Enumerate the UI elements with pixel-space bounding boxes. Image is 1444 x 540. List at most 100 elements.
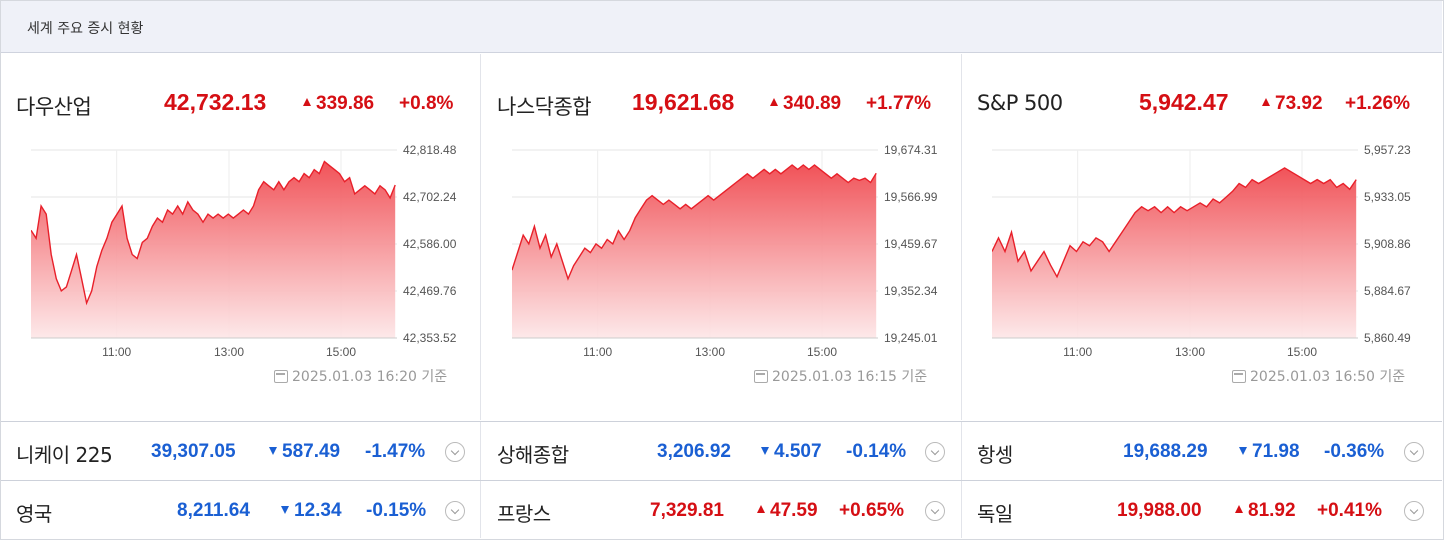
market-cell-uk[interactable]: 영국 8,211.64 12.34 -0.15%: [1, 481, 481, 538]
x-tick-label: 15:00: [326, 345, 356, 359]
market-percent: +0.65%: [839, 500, 904, 521]
index-change: 339.86: [303, 93, 374, 115]
market-name: 프랑스: [497, 502, 551, 526]
y-tick-label: 42,818.48: [403, 144, 457, 157]
market-value: 7,329.81: [650, 500, 724, 521]
index-chart: 19,674.31 19,566.99 19,459.67 19,352.34 19,2…: [512, 144, 952, 374]
up-arrow-icon: [757, 505, 765, 513]
up-arrow-icon: [303, 98, 311, 106]
y-tick-label: 19,566.99: [884, 190, 938, 204]
x-tick-label: 13:00: [1175, 345, 1205, 359]
market-name: 영국: [16, 502, 52, 526]
y-tick-label: 5,884.67: [1364, 284, 1411, 298]
timestamp: 2025.01.03 16:20 기준: [274, 366, 447, 386]
y-tick-label: 42,469.76: [403, 284, 457, 298]
x-tick-label: 15:00: [1287, 345, 1317, 359]
index-panel-nasdaq[interactable]: 나스닥종합 19,621.68 340.89 +1.77% 19,674.31 1…: [482, 54, 962, 420]
up-arrow-icon: [1235, 505, 1243, 513]
area-fill: [31, 161, 396, 338]
down-arrow-icon: [761, 447, 769, 455]
market-change: 71.98: [1239, 441, 1300, 463]
down-arrow-icon: [269, 447, 277, 455]
market-change: 587.49: [269, 441, 340, 463]
market-value: 8,211.64: [177, 500, 250, 521]
index-chart: 42,818.48 42,702.24 42,586.00 42,469.76 42,3…: [31, 144, 471, 374]
timestamp: 2025.01.03 16:50 기준: [1232, 366, 1405, 386]
index-chart: 5,957.23 5,933.05 5,908.86 5,884.67 5,860.49…: [992, 144, 1432, 374]
index-name: 다우산업: [16, 95, 92, 119]
down-arrow-icon: [281, 506, 289, 514]
widget-header: 세계 주요 증시 현황: [1, 1, 1442, 53]
index-percent: +1.77%: [866, 93, 931, 114]
x-tick-label: 11:00: [102, 345, 131, 359]
chevron-down-icon[interactable]: [925, 442, 945, 462]
index-name: S&P 500: [977, 91, 1063, 115]
index-percent: +1.26%: [1345, 93, 1410, 114]
market-percent: -1.47%: [365, 441, 426, 462]
calendar-icon: [1232, 370, 1246, 383]
market-cell-hangseng[interactable]: 항셍 19,688.29 71.98 -0.36%: [962, 422, 1442, 480]
area-fill: [512, 165, 877, 338]
y-tick-label: 5,860.49: [1364, 331, 1411, 345]
y-tick-label: 42,702.24: [403, 190, 457, 204]
y-tick-label: 19,459.67: [884, 237, 938, 251]
market-change: 4.507: [761, 441, 822, 463]
up-arrow-icon: [770, 98, 778, 106]
chevron-down-icon[interactable]: [1404, 442, 1424, 462]
index-percent: +0.8%: [399, 93, 454, 114]
market-name: 독일: [977, 502, 1013, 526]
x-tick-label: 13:00: [214, 345, 244, 359]
market-value: 19,988.00: [1117, 500, 1202, 521]
market-change: 12.34: [281, 500, 342, 522]
calendar-icon: [274, 370, 288, 383]
market-percent: -0.14%: [846, 441, 907, 462]
y-tick-label: 19,674.31: [884, 144, 938, 157]
chevron-down-icon[interactable]: [445, 442, 465, 462]
up-arrow-icon: [1262, 98, 1270, 106]
y-tick-label: 5,933.05: [1364, 190, 1411, 204]
calendar-icon: [754, 370, 768, 383]
index-panel-sp500[interactable]: S&P 500 5,942.47 73.92 +1.26% 5,957.23 5,…: [962, 54, 1443, 420]
market-percent: -0.36%: [1324, 441, 1385, 462]
x-tick-label: 11:00: [583, 345, 612, 359]
index-change: 73.92: [1262, 93, 1323, 115]
series-line: [992, 167, 1357, 279]
market-cell-france[interactable]: 프랑스 7,329.81 47.59 +0.65%: [482, 481, 962, 538]
area-fill: [992, 167, 1357, 338]
chart-svg: 19,674.31 19,566.99 19,459.67 19,352.34 19,2…: [512, 144, 938, 359]
x-tick-label: 15:00: [807, 345, 837, 359]
market-cell-nikkei[interactable]: 니케이 225 39,307.05 587.49 -1.47%: [1, 422, 481, 480]
market-change: 81.92: [1235, 500, 1296, 522]
index-change: 340.89: [770, 93, 841, 115]
chevron-down-icon[interactable]: [925, 501, 945, 521]
chart-svg: 5,957.23 5,933.05 5,908.86 5,884.67 5,860.49…: [992, 144, 1411, 359]
index-value: 19,621.68: [632, 89, 735, 115]
market-cell-shanghai[interactable]: 상해종합 3,206.92 4.507 -0.14%: [482, 422, 962, 480]
chevron-down-icon[interactable]: [1404, 501, 1424, 521]
index-panel-dow[interactable]: 다우산업 42,732.13 339.86 +0.8% 42,818.48 42,…: [1, 54, 481, 420]
market-cell-germany[interactable]: 독일 19,988.00 81.92 +0.41%: [962, 481, 1442, 538]
widget-title: 세계 주요 증시 현황: [27, 21, 144, 37]
index-name: 나스닥종합: [497, 95, 592, 119]
y-tick-label: 42,586.00: [403, 237, 457, 251]
market-value: 3,206.92: [657, 441, 731, 462]
market-row: 영국 8,211.64 12.34 -0.15% 프랑스 7,329.81 47…: [1, 480, 1442, 538]
x-tick-label: 11:00: [1063, 345, 1092, 359]
y-tick-label: 19,352.34: [884, 284, 938, 298]
down-arrow-icon: [1239, 447, 1247, 455]
chevron-down-icon[interactable]: [445, 501, 465, 521]
market-value: 39,307.05: [151, 441, 236, 462]
y-tick-label: 5,957.23: [1364, 144, 1411, 157]
series-line: [512, 164, 877, 281]
chart-svg: 42,818.48 42,702.24 42,586.00 42,469.76 42,3…: [31, 144, 457, 359]
timestamp: 2025.01.03 16:15 기준: [754, 366, 927, 386]
market-percent: +0.41%: [1317, 500, 1382, 521]
y-tick-label: 42,353.52: [403, 331, 457, 345]
market-name: 상해종합: [497, 443, 569, 467]
series-line: [31, 160, 396, 306]
index-value: 5,942.47: [1139, 89, 1229, 115]
y-tick-label: 19,245.01: [884, 331, 938, 345]
index-value: 42,732.13: [164, 89, 267, 115]
market-value: 19,688.29: [1123, 441, 1208, 462]
y-tick-label: 5,908.86: [1364, 237, 1411, 251]
